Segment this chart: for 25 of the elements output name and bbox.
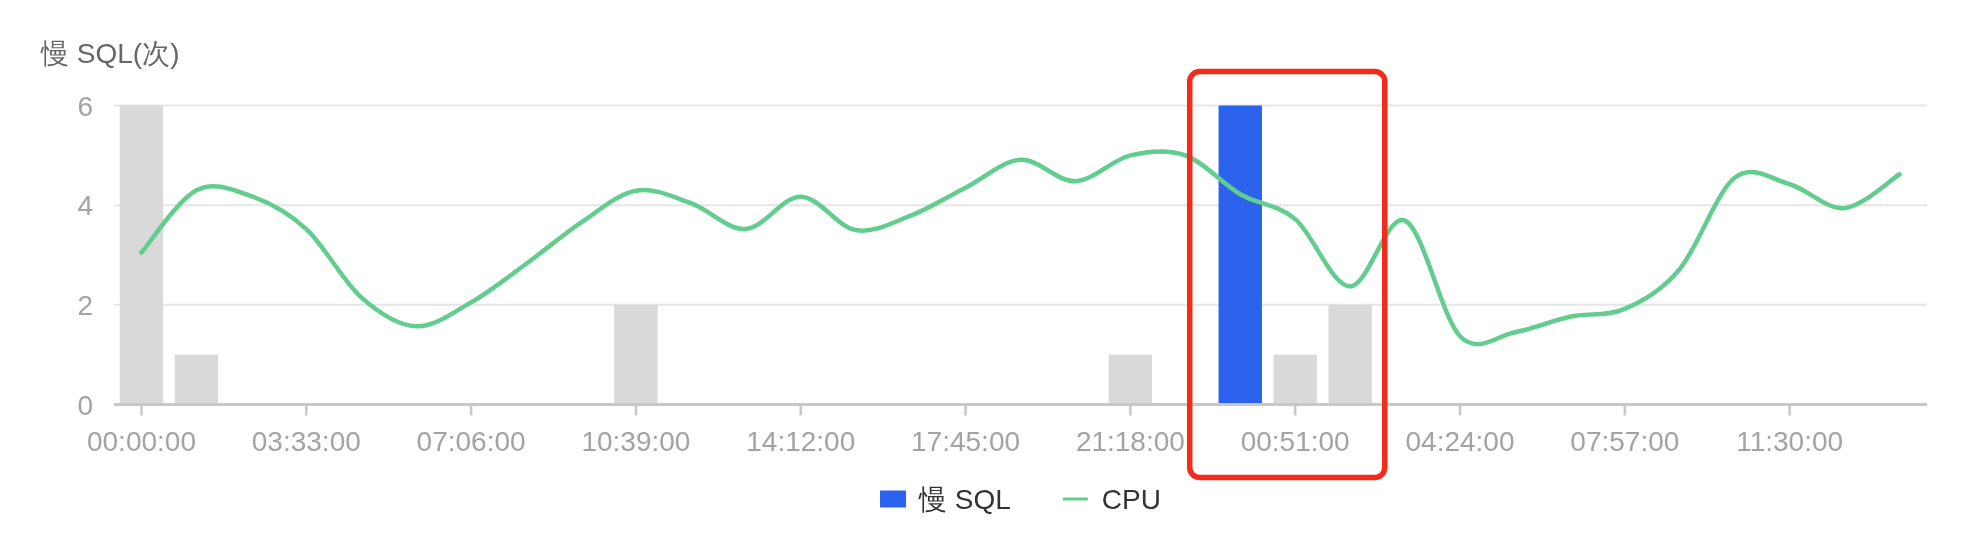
x-tick-label: 07:06:00 xyxy=(416,425,526,457)
bar xyxy=(1108,354,1153,405)
legend-label: CPU xyxy=(1101,484,1161,515)
x-tick-label: 11:30:00 xyxy=(1736,425,1844,457)
y-tick-label: 0 xyxy=(77,389,93,421)
bar xyxy=(174,354,219,405)
x-tick-label: 17:45:00 xyxy=(911,425,1021,457)
bar xyxy=(119,105,164,405)
legend-label: 慢 SQL xyxy=(918,484,1011,515)
y-tick-label: 6 xyxy=(77,90,93,122)
x-tick-label: 00:00:00 xyxy=(86,425,196,457)
y-tick-label: 2 xyxy=(77,289,93,321)
y-axis-title: 慢 SQL(次) xyxy=(40,38,180,69)
x-tick-label: 14:12:00 xyxy=(746,425,856,457)
bar xyxy=(1328,304,1372,405)
x-tick-label: 21:18:00 xyxy=(1075,425,1185,457)
x-tick-label: 10:39:00 xyxy=(581,425,691,457)
x-tick-label: 00:51:00 xyxy=(1240,425,1350,457)
x-tick-label: 03:33:00 xyxy=(251,425,361,457)
bar xyxy=(614,304,658,405)
bar xyxy=(1273,354,1317,405)
x-tick-label: 04:24:00 xyxy=(1405,425,1515,457)
x-tick-label: 07:57:00 xyxy=(1570,425,1680,457)
y-tick-label: 4 xyxy=(77,190,93,222)
bar xyxy=(1218,105,1262,405)
